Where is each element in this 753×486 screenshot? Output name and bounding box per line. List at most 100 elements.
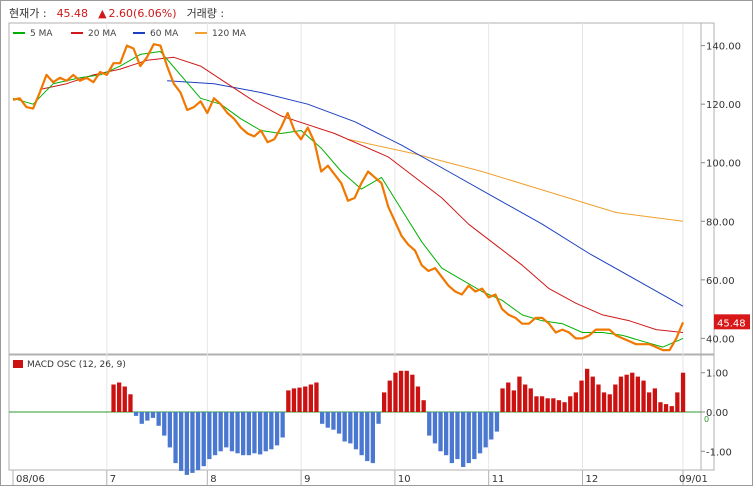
macd-bar bbox=[579, 380, 584, 412]
change-up-icon: ▲ bbox=[98, 7, 107, 20]
macd-bar bbox=[133, 412, 139, 416]
macd-bar bbox=[246, 412, 251, 456]
macd-zero-label: 0 bbox=[704, 415, 709, 424]
price-y-axis: 140.00 120.00 100.00 80.00 60.00 40.00 bbox=[701, 42, 741, 345]
macd-bar bbox=[280, 412, 285, 438]
xtick-label: 08/06 bbox=[16, 474, 45, 485]
macd-bar bbox=[167, 412, 172, 448]
xtick-label: 9 bbox=[304, 474, 310, 485]
last-price-text: 45.48 bbox=[717, 318, 746, 329]
macd-bar bbox=[263, 412, 268, 452]
macd-legend-label: MACD OSC (12, 26, 9) bbox=[27, 360, 126, 370]
macd-bar bbox=[353, 412, 359, 450]
macd-bars: MACD OSC (12, 26, 9) bbox=[9, 360, 701, 475]
macd-bar bbox=[252, 412, 257, 454]
last-price-box bbox=[714, 314, 750, 330]
ytick-label: 40.00 bbox=[706, 334, 735, 345]
xtick-label: 8 bbox=[210, 474, 216, 485]
price-value: 45.48 bbox=[56, 7, 89, 20]
macd-bar bbox=[647, 392, 652, 412]
macd-bar bbox=[410, 374, 415, 412]
macd-bar bbox=[573, 392, 578, 412]
macd-bar bbox=[455, 412, 460, 460]
series-line-5-ma bbox=[12, 51, 684, 348]
macd-bar bbox=[207, 412, 212, 460]
macd-bar bbox=[449, 412, 454, 464]
macd-bar bbox=[179, 412, 184, 471]
macd-bar bbox=[297, 387, 302, 412]
legend-label: 60 MA bbox=[150, 29, 179, 39]
price-series bbox=[12, 43, 685, 352]
ytick-label: 120.00 bbox=[706, 100, 741, 111]
legend-label: 120 MA bbox=[212, 29, 247, 39]
macd-bar bbox=[145, 412, 150, 421]
macd-legend-swatch bbox=[13, 360, 23, 368]
macd-bar bbox=[596, 384, 601, 412]
series-line-120-ma bbox=[347, 138, 684, 222]
macd-bar bbox=[325, 412, 330, 428]
macd-bar bbox=[489, 412, 494, 440]
macd-bar bbox=[370, 412, 375, 464]
macd-bar bbox=[539, 396, 545, 412]
macd-ytick-label: 1.00 bbox=[706, 369, 728, 380]
macd-bar bbox=[517, 376, 522, 412]
macd-bar bbox=[229, 412, 235, 452]
macd-bar bbox=[477, 412, 483, 454]
x-axis: 08/06 7 8 9 10 11 12 09/01 bbox=[12, 470, 708, 485]
macd-bar bbox=[122, 386, 127, 412]
macd-bar bbox=[466, 412, 471, 464]
macd-bar bbox=[523, 384, 528, 412]
xtick-label: 10 bbox=[398, 474, 411, 485]
macd-bar bbox=[258, 412, 263, 455]
macd-bar bbox=[359, 412, 364, 456]
last-price-tag: 45.48 bbox=[714, 314, 750, 330]
macd-bar bbox=[139, 412, 144, 424]
macd-bar bbox=[444, 412, 449, 456]
macd-bar bbox=[201, 412, 206, 467]
macd-bar bbox=[184, 412, 189, 475]
macd-bar bbox=[224, 412, 229, 448]
macd-bar bbox=[658, 402, 663, 412]
macd-y-axis: 1.00 0.00 -1.00 0 bbox=[701, 369, 732, 458]
macd-bar bbox=[630, 372, 635, 412]
xtick-label: 12 bbox=[586, 474, 599, 485]
macd-bar bbox=[336, 412, 342, 434]
macd-bar bbox=[675, 392, 680, 412]
macd-bar bbox=[669, 406, 674, 412]
macd-bar bbox=[308, 384, 313, 412]
change-value: 2.60(6.06%) bbox=[108, 7, 177, 20]
macd-bar bbox=[500, 388, 505, 412]
ytick-label: 100.00 bbox=[706, 159, 741, 170]
macd-bar bbox=[427, 412, 432, 436]
macd-bar bbox=[534, 396, 539, 412]
legend-label: 20 MA bbox=[88, 29, 117, 39]
macd-bar bbox=[551, 398, 556, 413]
series-line-price bbox=[12, 43, 685, 352]
macd-bar bbox=[173, 412, 178, 464]
macd-ytick-label: 0.00 bbox=[706, 408, 728, 419]
xtick-label: 09/01 bbox=[679, 474, 708, 485]
ytick-label: 80.00 bbox=[706, 217, 735, 228]
macd-bar bbox=[331, 412, 336, 430]
macd-bar bbox=[511, 390, 516, 412]
macd-bar bbox=[680, 372, 686, 412]
macd-bar bbox=[590, 376, 595, 412]
macd-bar bbox=[382, 392, 387, 412]
volume-label: 거래량 : bbox=[186, 7, 225, 20]
macd-bar bbox=[291, 388, 297, 412]
macd-bar bbox=[195, 412, 201, 471]
macd-bar bbox=[218, 412, 223, 452]
macd-bar bbox=[483, 412, 488, 448]
macd-bar bbox=[562, 402, 567, 412]
macd-bar bbox=[461, 412, 466, 467]
macd-bar bbox=[432, 412, 438, 444]
macd-bar bbox=[652, 388, 657, 412]
macd-bar bbox=[117, 382, 122, 412]
macd-bar bbox=[156, 412, 161, 426]
price-legend: 5 MA 20 MA 60 MA 120 MA bbox=[13, 29, 247, 39]
macd-bar bbox=[404, 370, 409, 413]
macd-bar bbox=[150, 412, 156, 418]
quote-header: 현재가 : 45.48 ▲ 2.60(6.06%) 거래량 : bbox=[9, 5, 234, 21]
